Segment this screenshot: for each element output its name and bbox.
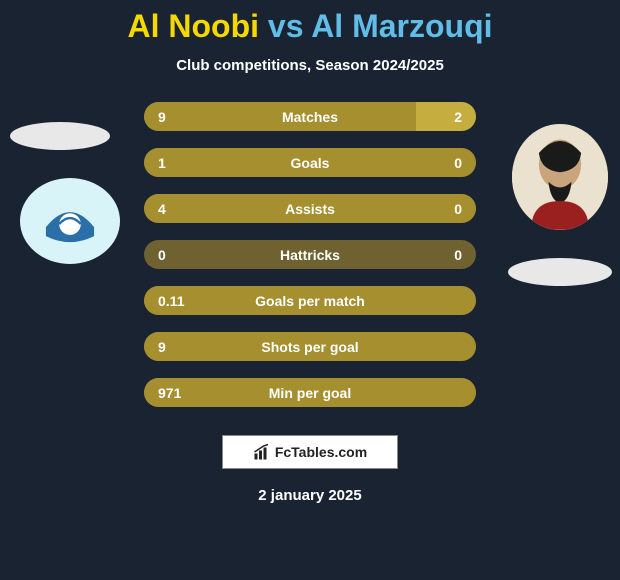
- stat-value-left: 0: [158, 247, 166, 263]
- chart-icon: [253, 443, 271, 461]
- stat-row: 9 Matches 2: [144, 102, 476, 131]
- stat-value-right: 0: [454, 247, 462, 263]
- stat-fill-right: [416, 102, 476, 131]
- stat-value-left: 9: [158, 339, 166, 355]
- stat-value-left: 4: [158, 201, 166, 217]
- stat-label: Goals: [291, 155, 330, 171]
- player2-avatar: [512, 124, 608, 230]
- stat-label: Goals per match: [255, 293, 365, 309]
- stat-value-right: 2: [454, 109, 462, 125]
- stat-row: 9 Shots per goal: [144, 332, 476, 361]
- player2-flag-placeholder: [508, 258, 612, 286]
- stat-row: 0.11 Goals per match: [144, 286, 476, 315]
- stat-value-right: 0: [454, 201, 462, 217]
- stat-value-right: 0: [454, 155, 462, 171]
- club-logo-icon: [35, 191, 105, 251]
- page-title: Al Noobi vs Al Marzouqi: [127, 8, 492, 45]
- stat-value-left: 0.11: [158, 293, 184, 309]
- title-separator: vs: [259, 8, 311, 44]
- date-label: 2 january 2025: [258, 487, 361, 504]
- stat-value-left: 971: [158, 385, 181, 401]
- stat-row: 4 Assists 0: [144, 194, 476, 223]
- stat-label: Hattricks: [280, 247, 340, 263]
- player1-flag-placeholder: [10, 122, 110, 150]
- comparison-card: Al Noobi vs Al Marzouqi Club competition…: [0, 0, 620, 580]
- stat-value-left: 1: [158, 155, 166, 171]
- stat-row: 0 Hattricks 0: [144, 240, 476, 269]
- stat-fill-left: [144, 102, 416, 131]
- stats-block: 9 Matches 2 1 Goals 0 4 Assists 0 0 Hattricks 0 0.11…: [144, 102, 476, 407]
- brand-text: FcTables.com: [275, 444, 367, 460]
- person-icon: [512, 124, 608, 230]
- stat-label: Assists: [285, 201, 335, 217]
- player1-club-logo: [20, 178, 120, 264]
- player2-name: Al Marzouqi: [311, 8, 492, 44]
- stat-row: 971 Min per goal: [144, 378, 476, 407]
- stat-label: Min per goal: [269, 385, 351, 401]
- stat-value-left: 9: [158, 109, 166, 125]
- player1-name: Al Noobi: [127, 8, 259, 44]
- stat-label: Matches: [282, 109, 338, 125]
- stat-row: 1 Goals 0: [144, 148, 476, 177]
- stat-label: Shots per goal: [261, 339, 358, 355]
- subtitle: Club competitions, Season 2024/2025: [176, 57, 444, 74]
- brand-badge[interactable]: FcTables.com: [222, 435, 398, 469]
